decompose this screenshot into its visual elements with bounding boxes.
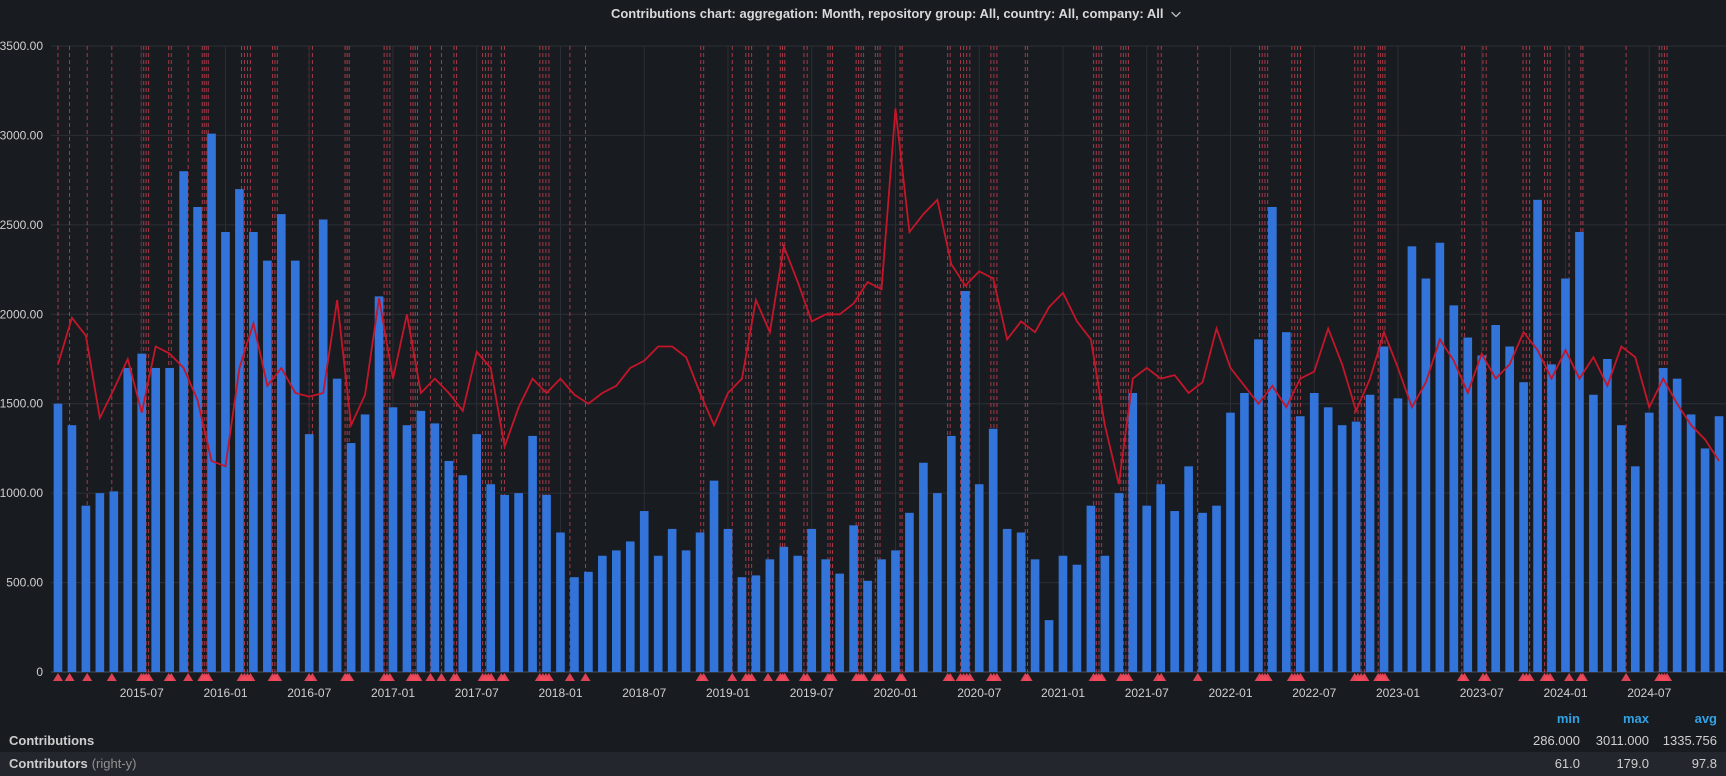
svg-text:2018-07: 2018-07	[622, 686, 666, 700]
svg-text:2023-07: 2023-07	[1460, 686, 1504, 700]
svg-text:2024-07: 2024-07	[1627, 686, 1671, 700]
svg-text:2016-01: 2016-01	[203, 686, 247, 700]
svg-text:2022-01: 2022-01	[1208, 686, 1252, 700]
svg-text:2021-01: 2021-01	[1041, 686, 1085, 700]
svg-text:2000.00: 2000.00	[0, 307, 43, 321]
svg-text:500.00: 500.00	[6, 576, 43, 590]
svg-text:3000.00: 3000.00	[0, 128, 43, 142]
svg-text:1000.00: 1000.00	[0, 486, 43, 500]
svg-text:2016-07: 2016-07	[287, 686, 331, 700]
svg-text:2022-07: 2022-07	[1292, 686, 1336, 700]
svg-text:2021-07: 2021-07	[1125, 686, 1169, 700]
svg-text:2024-01: 2024-01	[1543, 686, 1587, 700]
svg-text:2020-01: 2020-01	[873, 686, 917, 700]
svg-text:1500.00: 1500.00	[0, 397, 43, 411]
svg-text:2500.00: 2500.00	[0, 218, 43, 232]
svg-text:2015-07: 2015-07	[120, 686, 164, 700]
svg-text:2019-07: 2019-07	[790, 686, 834, 700]
svg-text:2019-01: 2019-01	[706, 686, 750, 700]
svg-text:2020-07: 2020-07	[957, 686, 1001, 700]
svg-text:0: 0	[36, 665, 43, 679]
svg-text:2017-07: 2017-07	[455, 686, 499, 700]
svg-text:3500.00: 3500.00	[0, 39, 43, 53]
svg-text:2017-01: 2017-01	[371, 686, 415, 700]
svg-text:2018-01: 2018-01	[538, 686, 582, 700]
svg-text:2023-01: 2023-01	[1376, 686, 1420, 700]
